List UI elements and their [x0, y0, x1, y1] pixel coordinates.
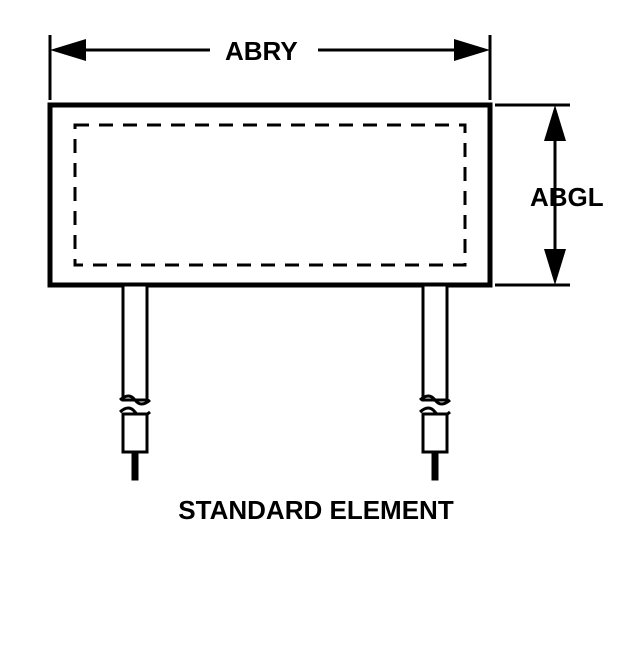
right-arrow-bottom [544, 249, 566, 285]
width-dimension-label: ABRY [225, 36, 298, 67]
right-lead-seg1 [423, 285, 447, 400]
diagram-caption: STANDARD ELEMENT [0, 495, 632, 526]
diagram-svg [0, 0, 632, 671]
top-arrow-right [454, 39, 490, 61]
left-lead-wire [132, 452, 138, 480]
outer-body-rect [50, 105, 490, 285]
left-lead-seg1 [123, 285, 147, 400]
top-arrow-left [50, 39, 86, 61]
diagram-container: ABRY ABGL STANDARD ELEMENT [0, 0, 632, 671]
right-lead-wire [432, 452, 438, 480]
right-arrow-top [544, 105, 566, 141]
right-lead-seg2 [423, 414, 447, 452]
height-dimension-label: ABGL [530, 182, 604, 213]
left-lead-seg2 [123, 414, 147, 452]
